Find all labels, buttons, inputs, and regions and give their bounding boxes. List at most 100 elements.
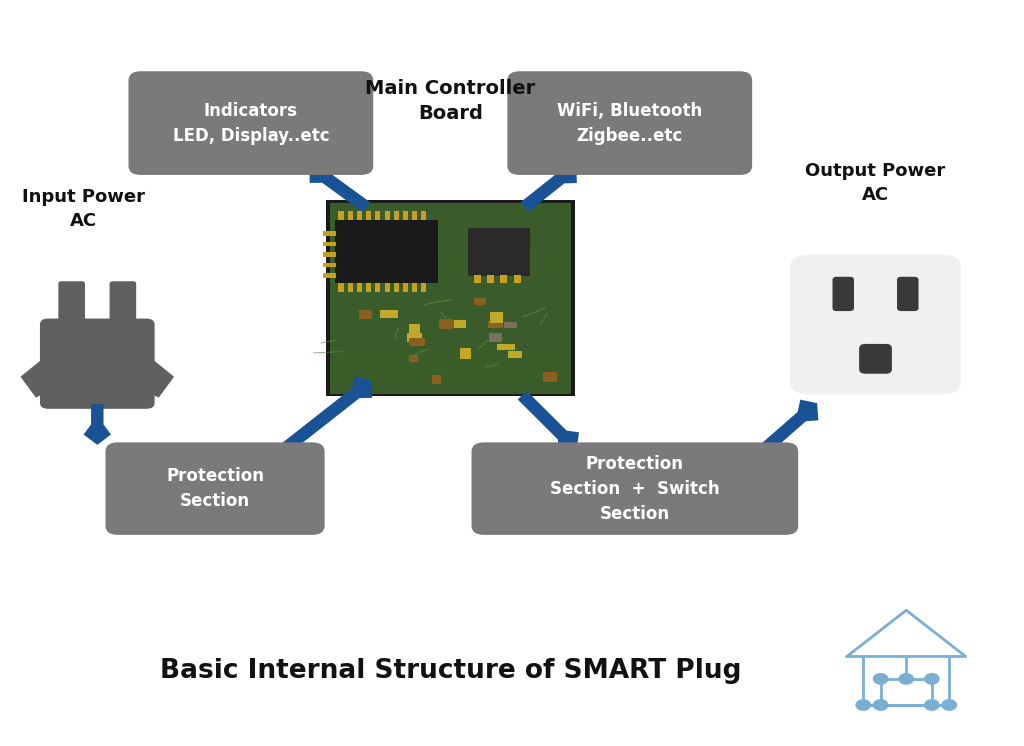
Bar [330, 330, 571, 336]
Bar [324, 231, 336, 236]
Bar [403, 283, 408, 292]
Bar [330, 280, 571, 286]
FancyBboxPatch shape [105, 442, 325, 535]
Text: WiFi, Bluetooth
Zigbee..etc: WiFi, Bluetooth Zigbee..etc [557, 101, 702, 145]
Bar [543, 372, 557, 383]
Circle shape [873, 674, 888, 684]
Bar [487, 275, 495, 283]
FancyBboxPatch shape [797, 260, 954, 390]
Bar [330, 254, 571, 260]
Bar [330, 242, 571, 248]
Bar [403, 211, 408, 220]
Bar [487, 321, 503, 328]
Bar [508, 351, 522, 358]
Bar [330, 228, 571, 235]
Bar [324, 273, 336, 278]
FancyBboxPatch shape [833, 277, 854, 311]
Circle shape [856, 700, 870, 710]
Bar [469, 228, 530, 276]
Bar [330, 305, 571, 311]
Bar [330, 298, 571, 304]
Bar [473, 275, 481, 283]
Bar [357, 283, 362, 292]
Text: Protection
Section  +  Switch
Section: Protection Section + Switch Section [550, 454, 720, 523]
FancyBboxPatch shape [326, 200, 575, 397]
Bar [393, 211, 399, 220]
Bar [330, 336, 571, 343]
Bar [412, 283, 418, 292]
Bar [330, 343, 571, 349]
Circle shape [942, 700, 956, 710]
Bar [501, 275, 508, 283]
Bar [367, 211, 372, 220]
Bar [367, 283, 372, 292]
FancyBboxPatch shape [859, 344, 892, 374]
Text: Basic Internal Structure of SMART Plug: Basic Internal Structure of SMART Plug [160, 659, 741, 684]
FancyBboxPatch shape [129, 72, 373, 175]
Bar [489, 333, 502, 342]
Bar [330, 216, 571, 222]
Bar [348, 211, 352, 220]
Bar [408, 333, 422, 342]
Bar [375, 211, 381, 220]
Bar [330, 210, 571, 216]
Bar [330, 318, 571, 324]
FancyBboxPatch shape [897, 277, 919, 311]
FancyBboxPatch shape [330, 203, 571, 394]
Bar [409, 354, 418, 363]
Bar [330, 349, 571, 356]
Bar [330, 356, 571, 362]
Bar [412, 211, 418, 220]
Bar [409, 324, 420, 335]
Circle shape [873, 700, 888, 710]
Bar [330, 387, 571, 394]
Text: Main Controller
Board: Main Controller Board [366, 79, 536, 122]
Bar [432, 375, 441, 384]
FancyBboxPatch shape [40, 319, 155, 409]
Bar [330, 203, 571, 210]
Bar [422, 283, 426, 292]
Bar [422, 211, 426, 220]
Bar [330, 260, 571, 267]
FancyBboxPatch shape [507, 72, 752, 175]
Bar [330, 222, 571, 228]
Bar [330, 380, 571, 387]
Bar [330, 311, 571, 318]
Bar [380, 310, 397, 319]
Bar [385, 211, 389, 220]
Text: Indicators
LED, Display..etc: Indicators LED, Display..etc [173, 101, 329, 145]
Text: Input Power
AC: Input Power AC [23, 188, 145, 230]
FancyBboxPatch shape [58, 281, 85, 327]
Bar [330, 324, 571, 330]
Bar [498, 344, 515, 350]
Bar [330, 273, 571, 280]
Bar [489, 312, 503, 323]
Bar [338, 211, 344, 220]
Bar [330, 235, 571, 242]
Bar [324, 263, 336, 267]
Circle shape [899, 674, 913, 684]
Circle shape [925, 674, 939, 684]
Bar [330, 286, 571, 292]
Bar [393, 283, 399, 292]
Bar [338, 283, 344, 292]
Bar [474, 298, 486, 304]
Bar [330, 267, 571, 273]
Bar [409, 338, 425, 345]
Text: Protection
Section: Protection Section [166, 467, 264, 510]
Bar [450, 320, 467, 327]
FancyBboxPatch shape [471, 442, 799, 535]
Bar [348, 283, 352, 292]
Polygon shape [20, 354, 48, 398]
FancyBboxPatch shape [110, 281, 136, 327]
Circle shape [925, 700, 939, 710]
FancyBboxPatch shape [791, 255, 961, 395]
Polygon shape [146, 354, 174, 398]
Bar [324, 242, 336, 246]
Bar [330, 292, 571, 298]
Text: Output Power
AC: Output Power AC [806, 162, 945, 204]
Bar [330, 369, 571, 374]
Bar [375, 283, 381, 292]
Bar [460, 348, 471, 359]
Bar [359, 310, 372, 319]
